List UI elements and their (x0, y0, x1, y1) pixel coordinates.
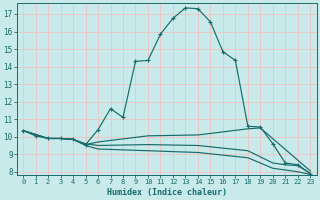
X-axis label: Humidex (Indice chaleur): Humidex (Indice chaleur) (107, 188, 227, 197)
